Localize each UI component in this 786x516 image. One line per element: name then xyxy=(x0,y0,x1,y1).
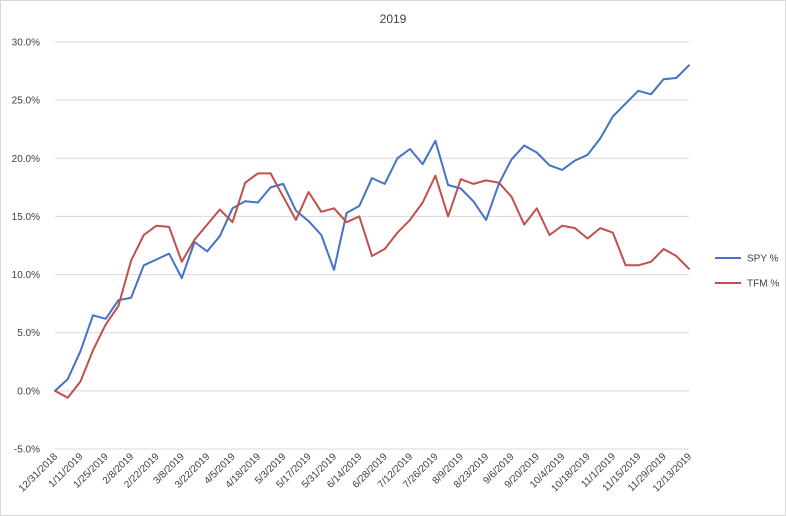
legend-label: SPY % xyxy=(747,254,779,265)
x-axis-ticks: 12/31/20181/11/20191/25/20192/8/20192/22… xyxy=(17,451,694,494)
y-tick-label: 0.0% xyxy=(17,386,40,397)
y-tick-label: 30.0% xyxy=(12,38,40,49)
y-axis-ticks: -5.0% 0.0% 5.0% 10.0% 15.0% 20.0% 25.0% 30.0% xyxy=(12,38,40,456)
y-tick-label: -5.0% xyxy=(14,445,40,456)
y-tick-label: 25.0% xyxy=(12,96,40,107)
series-line-tfm xyxy=(54,172,690,399)
grid-lines xyxy=(55,41,689,450)
y-tick-label: 20.0% xyxy=(12,154,40,165)
legend-label: TFM % xyxy=(747,279,779,290)
y-tick-label: 10.0% xyxy=(12,270,40,281)
chart-title: 2019 xyxy=(380,12,407,26)
series-lines xyxy=(54,64,690,399)
legend: SPY % TFM % xyxy=(715,254,779,290)
series-line-spy xyxy=(54,64,690,392)
y-tick-label: 15.0% xyxy=(12,212,40,223)
y-tick-label: 5.0% xyxy=(17,328,40,339)
